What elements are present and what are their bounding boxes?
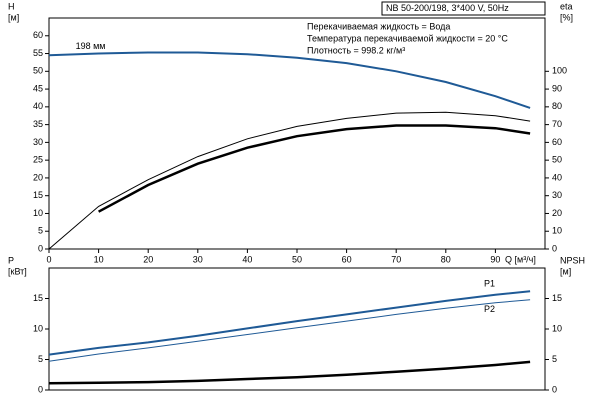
x-tick-label: 30 <box>193 254 203 264</box>
y-tick-label: 35 <box>33 119 43 129</box>
series-line <box>48 360 531 385</box>
series-label: P2 <box>484 304 495 314</box>
y-tick-label: 0 <box>38 243 43 253</box>
y-tick-label: 15 <box>33 293 43 303</box>
series-line <box>48 290 531 356</box>
y-tick-label: 10 <box>33 208 43 218</box>
x-tick-label: 60 <box>342 254 352 264</box>
y-tick-label: 55 <box>33 48 43 58</box>
y-tick-label: 30 <box>33 137 43 147</box>
y2-tick-label: 80 <box>552 101 562 111</box>
series-label: P1 <box>484 279 495 289</box>
y2-tick-label: 30 <box>552 190 562 200</box>
series-line <box>48 299 531 362</box>
x-tick-label: 40 <box>242 254 252 264</box>
series-label: 198 мм <box>76 41 106 51</box>
y2-axis-unit: [%] <box>560 12 573 22</box>
y-tick-label: 5 <box>38 226 43 236</box>
y-tick-label: 15 <box>33 190 43 200</box>
y2-tick-label: 90 <box>552 83 562 93</box>
y-tick-label: 60 <box>33 30 43 40</box>
y2-axis-label: NPSH <box>560 255 585 265</box>
chart-title: NB 50-200/198, 3*400 V, 50Hz <box>386 3 509 13</box>
annotation: Перекачиваемая жидкость = Вода <box>307 21 450 31</box>
y-tick-label: 5 <box>38 354 43 364</box>
y2-axis-label: eta <box>560 1 573 11</box>
x-tick-label: 0 <box>46 254 51 264</box>
x-tick-label: 50 <box>292 254 302 264</box>
y-tick-label: 50 <box>33 66 43 76</box>
y-tick-label: 45 <box>33 83 43 93</box>
x-tick-label: 20 <box>143 254 153 264</box>
title-box <box>381 1 546 16</box>
annotation: Плотность = 998.2 кг/м³ <box>307 45 405 55</box>
y-axis-label: H <box>8 1 15 11</box>
y-axis-unit: [кВт] <box>8 266 27 276</box>
y2-tick-label: 15 <box>552 293 562 303</box>
y-tick-label: 10 <box>33 323 43 333</box>
y2-tick-label: 0 <box>552 384 557 394</box>
plot-frame <box>48 267 546 391</box>
y2-tick-label: 20 <box>552 208 562 218</box>
series-line <box>48 51 531 109</box>
y2-tick-label: 0 <box>552 243 557 253</box>
y2-tick-label: 10 <box>552 323 562 333</box>
x-tick-label: 10 <box>94 254 104 264</box>
y2-tick-label: 100 <box>552 66 567 76</box>
y-tick-label: 25 <box>33 155 43 165</box>
y-tick-label: 40 <box>33 101 43 111</box>
y-tick-label: 20 <box>33 172 43 182</box>
y2-tick-label: 10 <box>552 226 562 236</box>
y2-tick-label: 5 <box>552 354 557 364</box>
annotation: Температура перекачиваемой жидкости = 20… <box>307 33 508 43</box>
x-tick-label: 80 <box>441 254 451 264</box>
y2-tick-label: 60 <box>552 137 562 147</box>
y-tick-label: 0 <box>38 384 43 394</box>
x-tick-label: 90 <box>490 254 500 264</box>
y2-tick-label: 40 <box>552 172 562 182</box>
x-axis-label: Q [м³/ч] <box>505 254 536 264</box>
y2-tick-label: 70 <box>552 119 562 129</box>
y2-tick-label: 50 <box>552 155 562 165</box>
x-tick-label: 70 <box>391 254 401 264</box>
y-axis-unit: [м] <box>8 12 19 22</box>
y-axis-label: P <box>8 255 14 265</box>
series-line <box>48 111 531 250</box>
y2-axis-unit: [м] <box>560 266 571 276</box>
series-line <box>98 124 531 213</box>
